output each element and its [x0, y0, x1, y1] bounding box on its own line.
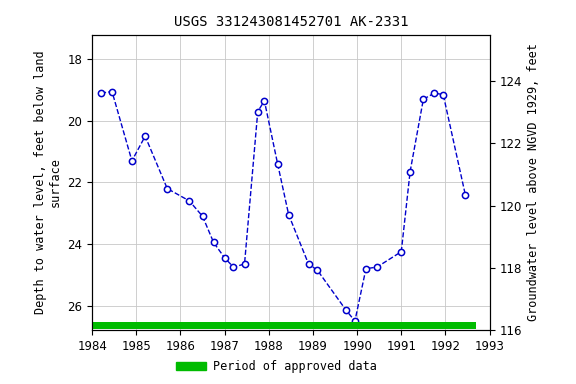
Y-axis label: Depth to water level, feet below land
surface: Depth to water level, feet below land su… [34, 51, 62, 314]
Legend: Period of approved data: Period of approved data [172, 356, 381, 378]
Bar [92, 322, 476, 329]
Y-axis label: Groundwater level above NGVD 1929, feet: Groundwater level above NGVD 1929, feet [528, 43, 540, 321]
Title: USGS 331243081452701 AK-2331: USGS 331243081452701 AK-2331 [173, 15, 408, 29]
